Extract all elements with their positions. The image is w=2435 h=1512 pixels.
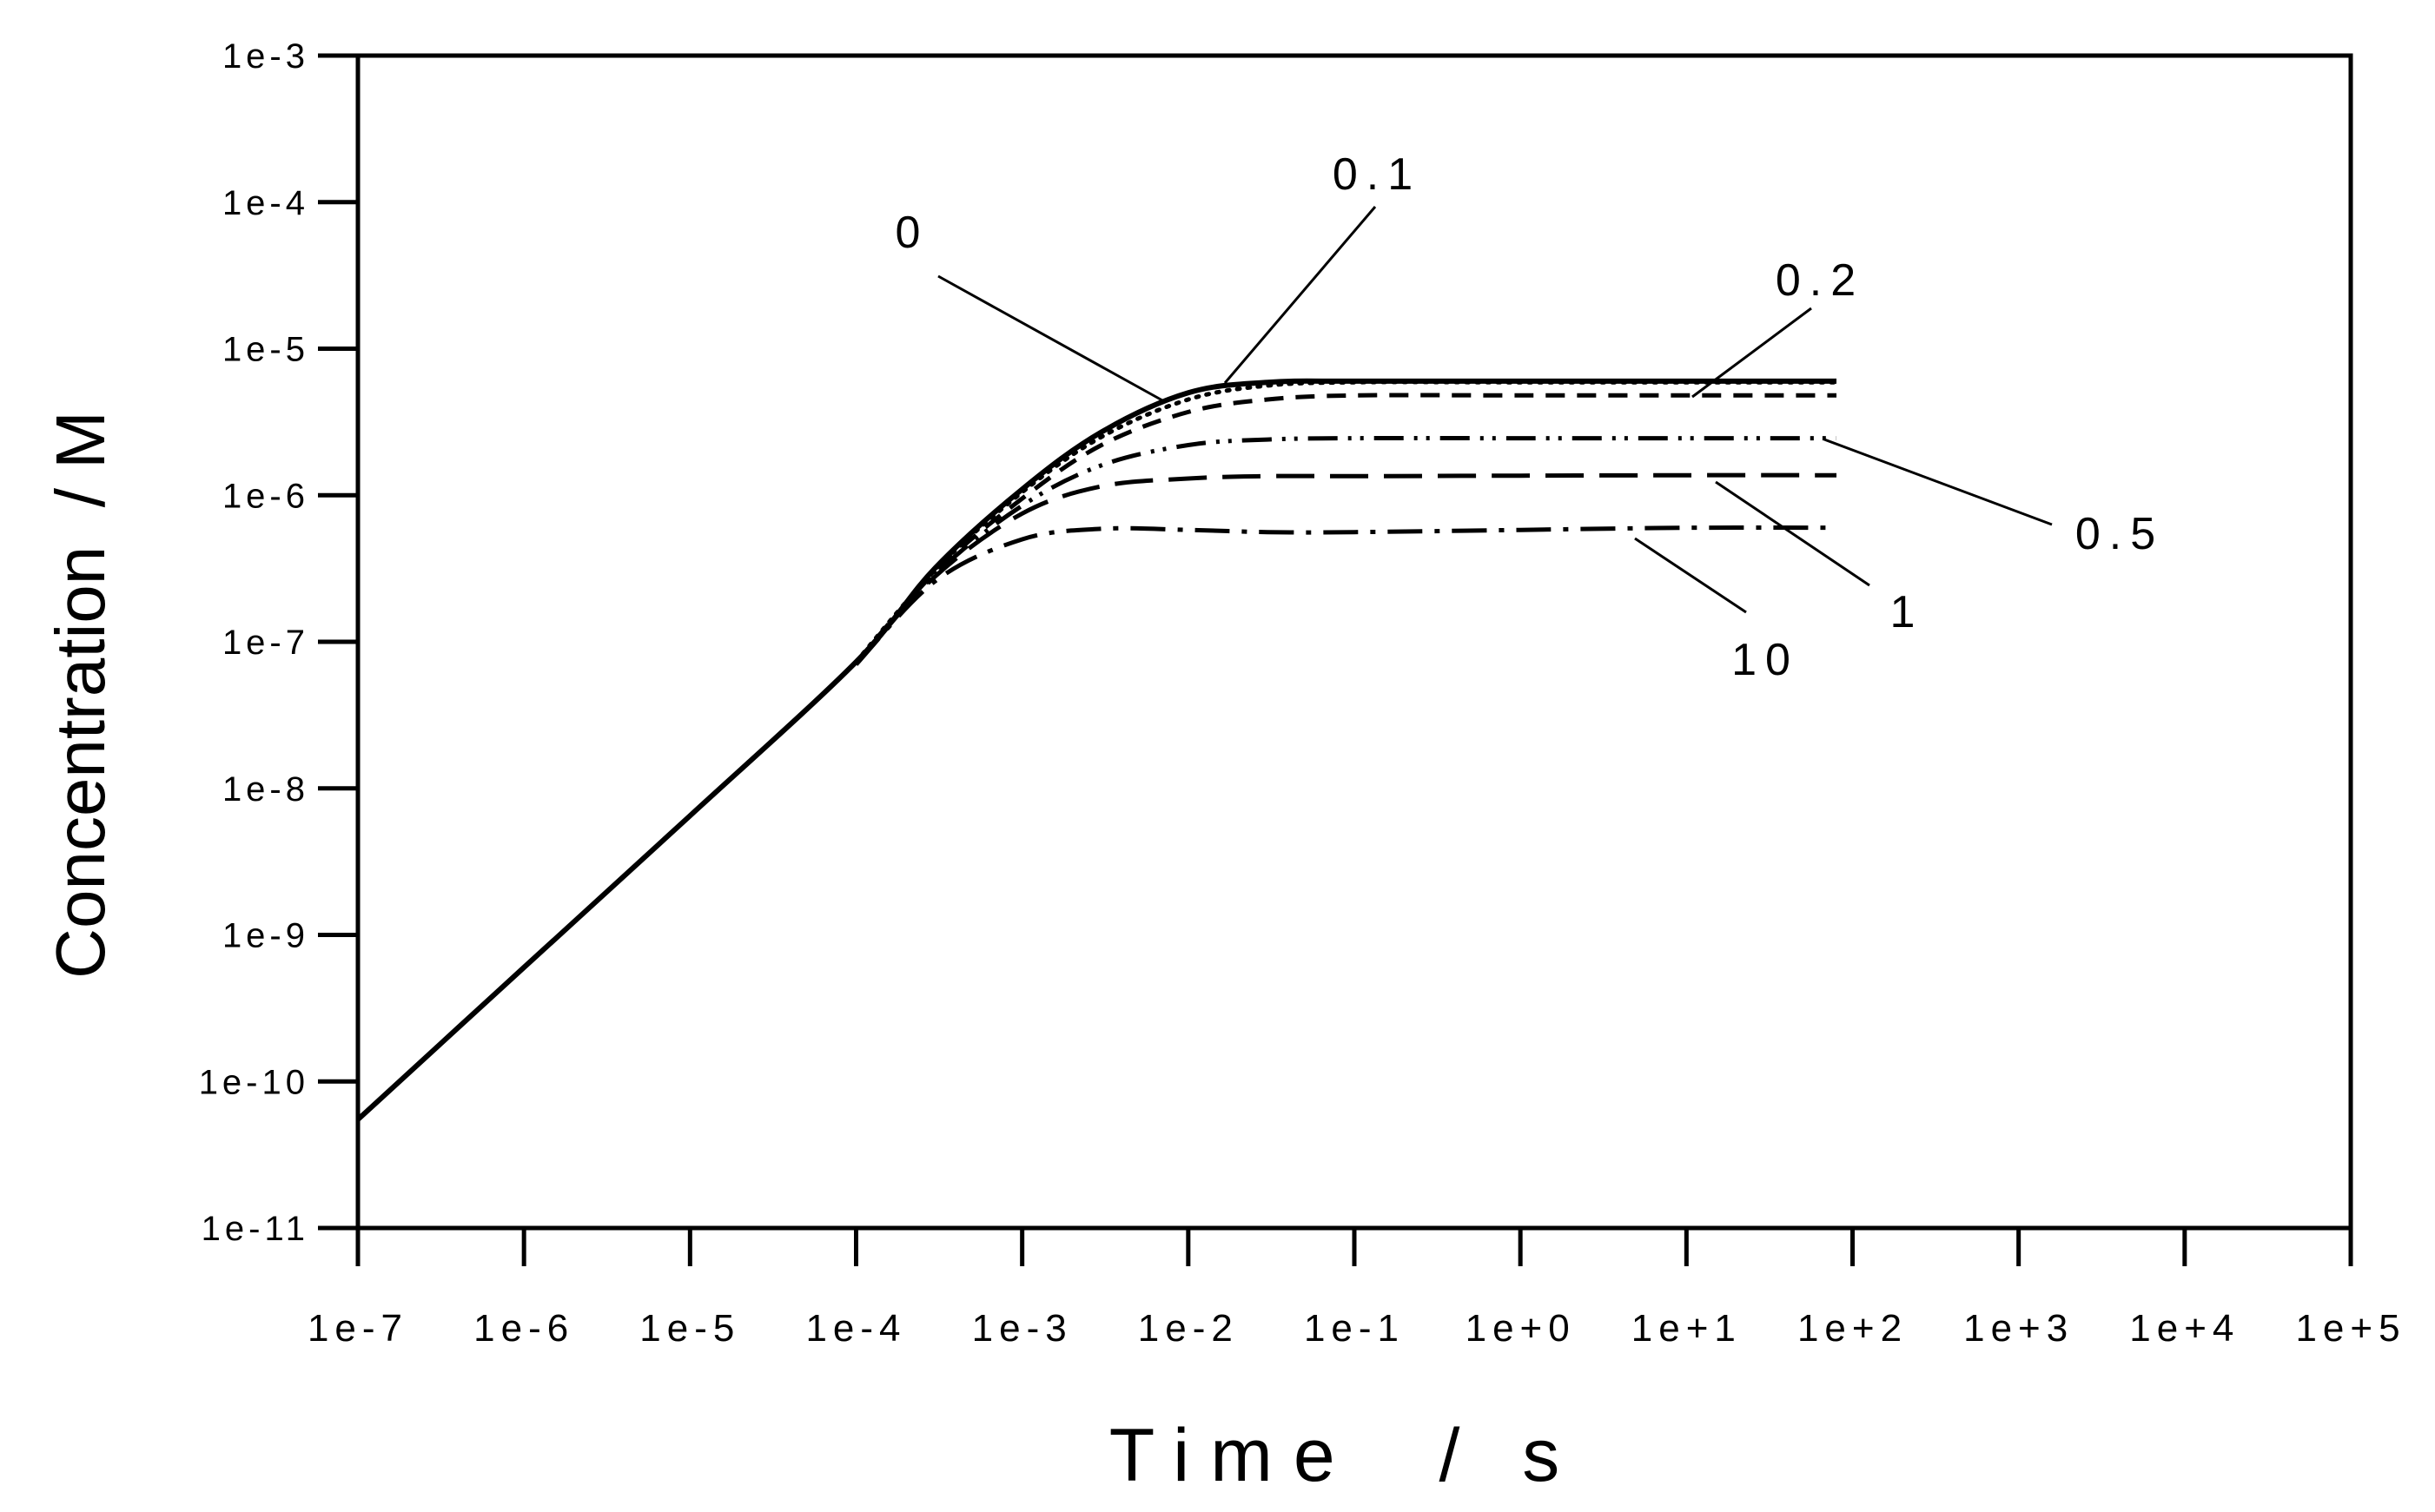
series-line-0-5 xyxy=(854,435,1836,664)
x-tick-label: 1e-3 xyxy=(972,1307,1073,1350)
series-line-0-1 xyxy=(854,380,1839,664)
curves-layer xyxy=(355,378,1839,1122)
label-leader-lines xyxy=(937,206,2053,614)
y-tick-label: 1e-5 xyxy=(222,331,309,369)
y-tick-label: 1e-11 xyxy=(202,1210,309,1248)
curve-label-10: 10 xyxy=(1731,635,1799,685)
y-axis-title: Concentration / M xyxy=(42,411,119,979)
x-axis: 1e-7 1e-6 1e-5 1e-4 1e-3 1e-2 1e-1 1e+0 1e+1 1e+2… xyxy=(308,1228,2405,1350)
y-tick-label: 1e-7 xyxy=(222,624,309,662)
curve-label-0-5: 0.5 xyxy=(2075,509,2164,559)
series-line-10 xyxy=(854,525,1837,666)
x-tick-label: 1e-2 xyxy=(1138,1307,1239,1350)
series-line-1 xyxy=(854,472,1837,665)
y-tick-label: 1e-3 xyxy=(222,37,309,76)
x-tick-label: 1e-5 xyxy=(639,1307,740,1350)
x-tick-label: 1e+1 xyxy=(1631,1307,1742,1350)
x-tick-label: 1e+2 xyxy=(1797,1307,1908,1350)
series-line-0-2 xyxy=(854,393,1836,664)
x-axis-title: Time / s xyxy=(1109,1414,1581,1497)
leader-line-10 xyxy=(1634,537,1747,614)
y-tick-label: 1e-6 xyxy=(222,477,309,515)
x-tick-label: 1e+4 xyxy=(2129,1307,2240,1350)
y-tick-label: 1e-10 xyxy=(199,1063,309,1101)
leader-line-0-5 xyxy=(1823,438,2053,526)
curve-label-0-1: 0.1 xyxy=(1333,149,1421,200)
x-tick-label: 1e-6 xyxy=(473,1307,574,1350)
leader-line-0 xyxy=(937,274,1163,402)
x-tick-label: 1e-1 xyxy=(1304,1307,1405,1350)
x-tick-label: 1e+0 xyxy=(1466,1307,1576,1350)
y-tick-label: 1e-4 xyxy=(222,184,309,222)
x-tick-label: 1e+5 xyxy=(2295,1307,2405,1350)
curve-labels: 0 0.1 0.2 0.5 1 10 xyxy=(896,149,2164,685)
leader-line-0-2 xyxy=(1691,307,1812,399)
curve-label-0: 0 xyxy=(896,208,930,258)
leader-line-0-1 xyxy=(1223,206,1377,384)
x-tick-label: 1e-4 xyxy=(805,1307,906,1350)
x-tick-label: 1e+3 xyxy=(1963,1307,2074,1350)
series-line-0 xyxy=(355,378,1836,1122)
y-tick-label: 1e-8 xyxy=(222,770,309,809)
leader-line-1 xyxy=(1715,480,1870,587)
curve-label-0-2: 0.2 xyxy=(1776,255,1864,306)
curve-label-1: 1 xyxy=(1890,587,1924,637)
x-tick-label: 1e-7 xyxy=(308,1307,408,1350)
y-axis: 1e-11 1e-10 1e-9 1e-8 1e-7 1e-6 1e-5 1e-4 1e-3 xyxy=(199,37,358,1248)
y-tick-label: 1e-9 xyxy=(222,917,309,955)
